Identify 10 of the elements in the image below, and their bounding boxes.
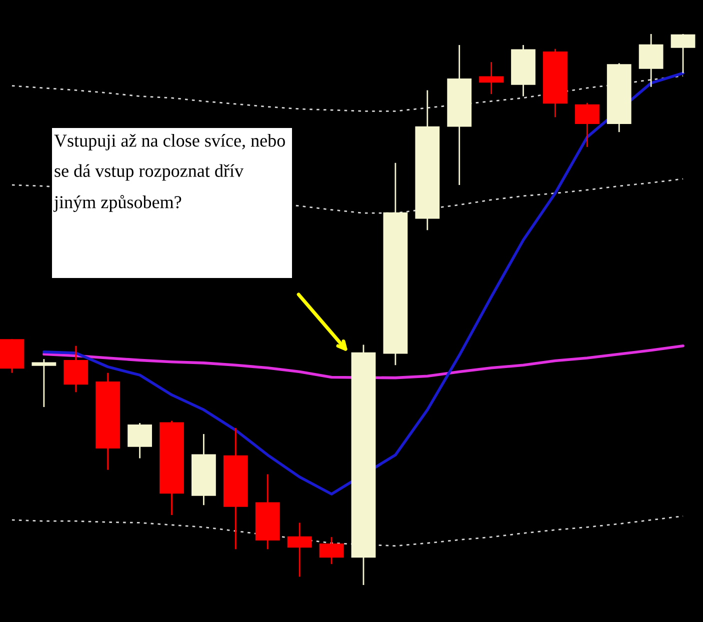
candlestick: [670, 34, 696, 74]
candlestick: [479, 61, 504, 95]
candlestick: [128, 422, 152, 459]
candlestick: [319, 536, 344, 565]
candlestick: [32, 358, 56, 408]
annotation: Vstupuji až na close svíce, nebo se dá vstup rozpoznat dřív jiným způsobem?: [53, 134, 285, 212]
candlestick: [574, 102, 600, 148]
candlestick: [64, 345, 88, 393]
candlestick: [287, 522, 312, 578]
candlestick: [638, 34, 664, 88]
